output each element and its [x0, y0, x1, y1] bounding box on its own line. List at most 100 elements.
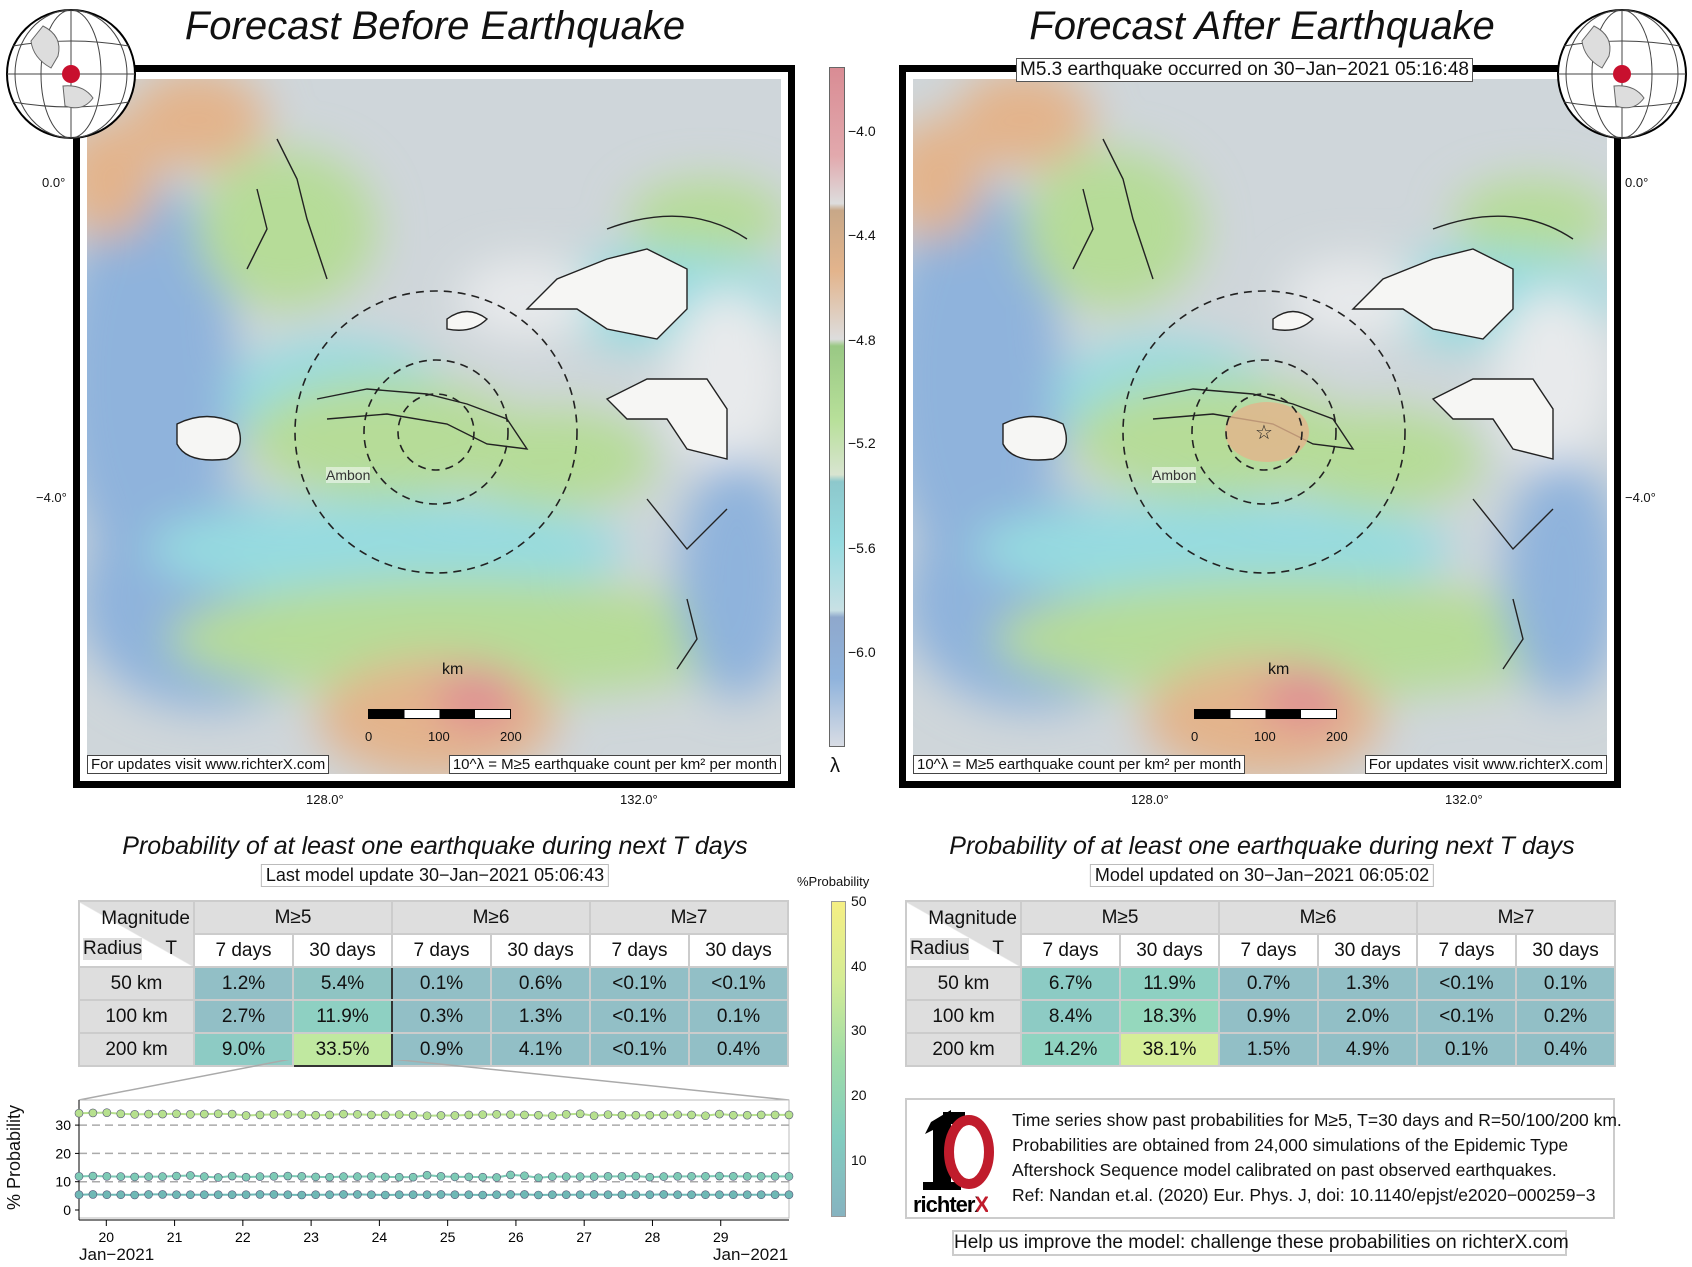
epicenter-star-icon: ☆ [1255, 422, 1273, 444]
x-tick-label: 26 [508, 1229, 524, 1245]
table-row: 200 km 9.0% 33.5% 0.9% 4.1% <0.1% 0.4% [78, 1032, 789, 1067]
data-point [394, 1110, 404, 1119]
data-point [659, 1110, 669, 1120]
period-header: 7 days [1020, 933, 1121, 968]
probability-cell[interactable]: <0.1% [589, 999, 690, 1034]
updates-link[interactable]: For updates visit www.richterX.com [87, 755, 330, 774]
probability-cell[interactable]: <0.1% [589, 1032, 690, 1067]
data-point [74, 1190, 84, 1200]
scale-tick: 200 [1326, 729, 1348, 744]
zoom-connector [78, 1060, 790, 1101]
probability-cell[interactable]: 0.9% [391, 1032, 492, 1067]
right-prob-title: Probability of at least one earthquake d… [949, 832, 1575, 860]
cb-tick: −4.4 [848, 227, 876, 243]
data-point [701, 1111, 710, 1121]
probability-cell[interactable]: 0.9% [1218, 999, 1319, 1034]
period-header: 7 days [193, 933, 294, 968]
data-point [561, 1190, 571, 1200]
corner-magnitude: Magnitude [101, 908, 190, 929]
data-point [269, 1172, 279, 1181]
left-prob-table: Magnitude Radius T M≥5 M≥6 M≥7 7 days 30 … [78, 900, 789, 1067]
help-link[interactable]: Help us improve the model: challenge the… [952, 1230, 1569, 1256]
data-point [729, 1110, 738, 1120]
probability-cell[interactable]: 11.9% [292, 999, 393, 1034]
probability-cell[interactable]: 0.4% [688, 1032, 789, 1067]
radius-cell: 100 km [78, 999, 195, 1034]
probability-cell[interactable]: 0.1% [688, 999, 789, 1034]
y-tick-label: 30 [55, 1117, 71, 1133]
lambda-symbol: λ [830, 755, 840, 777]
probability-cell[interactable]: <0.1% [589, 966, 690, 1001]
data-point [186, 1110, 195, 1119]
data-point [645, 1190, 655, 1200]
probability-cell[interactable]: 0.3% [391, 999, 492, 1034]
probability-cell[interactable]: 0.1% [391, 966, 492, 1001]
scale-unit: km [442, 661, 464, 678]
data-point [311, 1190, 320, 1200]
probability-cell[interactable]: 8.4% [1020, 999, 1121, 1034]
data-point [478, 1110, 488, 1119]
data-point [102, 1190, 112, 1200]
probability-cell[interactable]: 1.2% [193, 966, 294, 1001]
data-point [74, 1172, 84, 1181]
data-point [520, 1171, 529, 1181]
data-point [422, 1170, 432, 1180]
prob-cb-tick: 40 [851, 958, 867, 974]
data-point [199, 1109, 209, 1119]
event-label: M5.3 earthquake occurred on 30−Jan−2021 … [1016, 58, 1473, 82]
probability-cell[interactable]: <0.1% [688, 966, 789, 1001]
left-map[interactable]: Ambon km 0 100 200 For updates visit www… [87, 79, 781, 774]
data-point [227, 1109, 237, 1119]
data-point [603, 1110, 613, 1119]
probability-cell[interactable]: <0.1% [1416, 966, 1517, 1001]
x-axis-label-left: Jan−2021 [79, 1245, 155, 1264]
probability-cell[interactable]: 11.9% [1119, 966, 1220, 1001]
data-point [116, 1109, 126, 1119]
data-point [645, 1110, 655, 1120]
data-point [367, 1172, 376, 1181]
data-point [353, 1172, 362, 1181]
probability-cell[interactable]: 1.3% [1317, 966, 1418, 1001]
probability-cell[interactable]: 0.4% [1515, 1032, 1616, 1067]
probability-cell[interactable]: 4.9% [1317, 1032, 1418, 1067]
data-point [506, 1190, 515, 1199]
probability-cell[interactable]: 33.5% [292, 1032, 393, 1067]
series-line [78, 1193, 789, 1197]
probability-cell[interactable]: 5.4% [292, 966, 393, 1001]
data-point [575, 1109, 585, 1119]
data-point [227, 1171, 237, 1181]
data-point [213, 1190, 223, 1200]
probability-cell[interactable]: 14.2% [1020, 1032, 1121, 1067]
data-point [408, 1172, 418, 1182]
period-header: 30 days [688, 933, 789, 968]
probability-cell[interactable]: 0.7% [1218, 966, 1319, 1001]
data-point [88, 1171, 98, 1181]
probability-cell[interactable]: 0.6% [490, 966, 591, 1001]
right-title: Forecast After Earthquake [1029, 4, 1495, 48]
data-point [436, 1111, 446, 1120]
probability-cell[interactable]: 1.5% [1218, 1032, 1319, 1067]
x-tick-label: 29 [713, 1229, 729, 1245]
probability-cell[interactable]: 2.7% [193, 999, 294, 1034]
probability-cell[interactable]: 1.3% [490, 999, 591, 1034]
probability-cell[interactable]: 0.1% [1416, 1032, 1517, 1067]
scale-bar [368, 709, 511, 719]
data-point [715, 1109, 724, 1119]
y-tick-label: 20 [55, 1145, 71, 1161]
probability-cell[interactable]: 6.7% [1020, 966, 1121, 1001]
probability-cell[interactable]: 0.1% [1515, 966, 1616, 1001]
updates-link[interactable]: For updates visit www.richterX.com [1364, 755, 1607, 774]
right-map[interactable]: ☆ Ambon km 0 100 200 10^λ = M≥5 earthqua… [913, 79, 1607, 774]
data-point [88, 1190, 98, 1199]
radius-cell: 50 km [905, 966, 1022, 1001]
probability-cell[interactable]: 38.1% [1119, 1032, 1220, 1067]
probability-cell[interactable]: 18.3% [1119, 999, 1220, 1034]
corner-magnitude: Magnitude [928, 908, 1017, 929]
probability-cell[interactable]: 2.0% [1317, 999, 1418, 1034]
data-point [784, 1110, 794, 1120]
probability-cell[interactable]: <0.1% [1416, 999, 1517, 1034]
probability-cell[interactable]: 0.2% [1515, 999, 1616, 1034]
table-row: 100 km 2.7% 11.9% 0.3% 1.3% <0.1% 0.1% [78, 999, 789, 1034]
scale-bar [1194, 709, 1337, 719]
probability-cell[interactable]: 4.1% [490, 1032, 591, 1067]
